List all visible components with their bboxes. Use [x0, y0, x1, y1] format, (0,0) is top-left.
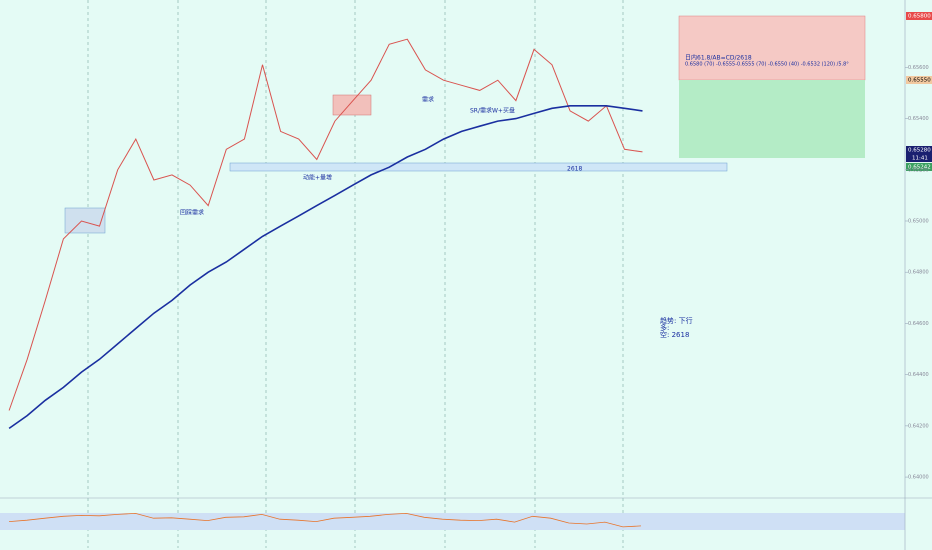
price-tag: [906, 76, 932, 84]
annotation: 趋势: 下行: [660, 316, 693, 325]
supply-box: [332, 94, 372, 116]
annotation: 需求: [422, 96, 434, 104]
oscillator-band: [0, 513, 905, 530]
y-tick-label: 0.64000: [908, 475, 929, 481]
y-tick-label: 0.64400: [908, 372, 929, 378]
annotation: 0.6580 (70) -0.6555-0.6555 (70) -0.6550 …: [685, 62, 849, 68]
price-tag-label: 0.65242: [908, 165, 931, 171]
price-tag: [906, 163, 932, 171]
stop-zone: [678, 15, 866, 81]
price-tag-label: 0.65280: [908, 148, 931, 154]
price-tag-label: 11:41: [912, 156, 928, 162]
y-tick-label: 0.64800: [908, 270, 929, 276]
oscillator-line: [8, 512, 642, 528]
annotation: SR/需求W+买盘: [470, 107, 515, 115]
price-line: [8, 38, 643, 411]
y-tick-label: 0.65000: [908, 218, 929, 224]
demand-box: [64, 207, 106, 234]
demand-zone: [229, 162, 728, 172]
y-tick-label: 0.65600: [908, 65, 929, 71]
price-line: [8, 105, 643, 430]
annotation: 动能+量增: [303, 174, 332, 182]
price-tag: [906, 12, 932, 20]
price-tag: [906, 154, 932, 162]
annotation: 日内61.8/AB=CD/2618: [685, 54, 752, 62]
y-tick-label: 0.64200: [908, 423, 929, 429]
session-lines: [87, 0, 624, 548]
y-tick-label: 0.65200: [908, 167, 929, 173]
price-tag: [906, 146, 932, 154]
target-zone: [679, 80, 865, 158]
annotation: 2618: [567, 166, 582, 173]
y-tick-label: 0.65400: [908, 116, 929, 122]
y-tick-label: 0.64600: [908, 321, 929, 327]
price-tag-label: 0.65550: [908, 78, 931, 84]
annotation: 空: 2618: [660, 330, 689, 339]
annotation: 回踩需求: [180, 209, 204, 217]
annotation: 多:: [660, 323, 669, 332]
price-tag-label: 0.65800: [908, 14, 931, 20]
